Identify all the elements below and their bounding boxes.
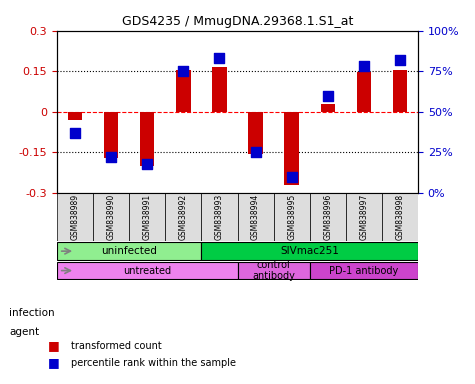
- Text: percentile rank within the sample: percentile rank within the sample: [71, 358, 236, 368]
- Bar: [248, 112, 263, 154]
- Text: GSM838996: GSM838996: [323, 194, 332, 240]
- Bar: [346, 193, 382, 242]
- Point: [396, 57, 404, 63]
- Text: ■: ■: [48, 356, 59, 369]
- Point: [252, 149, 259, 156]
- Point: [216, 55, 223, 61]
- Bar: [310, 193, 346, 242]
- Text: uninfected: uninfected: [101, 246, 157, 256]
- Bar: [140, 112, 154, 166]
- Bar: [357, 72, 371, 112]
- Text: GSM838991: GSM838991: [143, 194, 152, 240]
- Text: GSM838992: GSM838992: [179, 194, 188, 240]
- Bar: [321, 104, 335, 112]
- Bar: [393, 70, 407, 112]
- Bar: [382, 193, 418, 242]
- Bar: [238, 193, 274, 242]
- Point: [324, 93, 332, 99]
- Text: GSM838990: GSM838990: [107, 194, 115, 240]
- Text: control
antibody: control antibody: [252, 260, 295, 281]
- Text: GSM838989: GSM838989: [71, 194, 79, 240]
- Point: [143, 161, 151, 167]
- Bar: [93, 193, 129, 242]
- Text: GSM838993: GSM838993: [215, 194, 224, 240]
- Title: GDS4235 / MmugDNA.29368.1.S1_at: GDS4235 / MmugDNA.29368.1.S1_at: [122, 15, 353, 28]
- Bar: [201, 242, 418, 260]
- Bar: [57, 193, 93, 242]
- Point: [288, 174, 295, 180]
- Text: GSM838994: GSM838994: [251, 194, 260, 240]
- Text: GSM838998: GSM838998: [396, 194, 404, 240]
- Point: [107, 154, 115, 160]
- Bar: [310, 262, 418, 279]
- Bar: [201, 193, 238, 242]
- Bar: [68, 112, 82, 120]
- Bar: [212, 67, 227, 112]
- Point: [360, 63, 368, 70]
- Bar: [165, 193, 201, 242]
- Text: SIVmac251: SIVmac251: [280, 246, 339, 256]
- Point: [180, 68, 187, 74]
- Bar: [57, 262, 238, 279]
- Text: agent: agent: [10, 327, 39, 337]
- Text: GSM838995: GSM838995: [287, 194, 296, 240]
- Text: GSM838997: GSM838997: [360, 194, 368, 240]
- Point: [71, 130, 79, 136]
- Bar: [176, 70, 190, 112]
- Text: ■: ■: [48, 339, 59, 352]
- Bar: [238, 262, 310, 279]
- Bar: [274, 193, 310, 242]
- Bar: [57, 242, 201, 260]
- Text: infection: infection: [10, 308, 55, 318]
- Bar: [129, 193, 165, 242]
- Bar: [104, 112, 118, 158]
- Bar: [285, 112, 299, 185]
- Text: PD-1 antibody: PD-1 antibody: [329, 266, 399, 276]
- Text: untreated: untreated: [123, 266, 171, 276]
- Text: transformed count: transformed count: [71, 341, 162, 351]
